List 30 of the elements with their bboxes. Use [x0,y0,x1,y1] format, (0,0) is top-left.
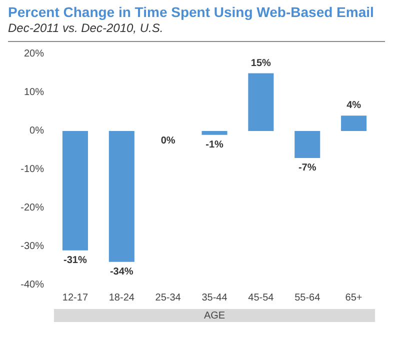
data-label: -1% [206,139,224,150]
bar [62,131,88,250]
data-label: -34% [110,266,134,278]
bar [341,116,367,131]
x-tick-label: 65+ [345,292,362,304]
x-tick-label: 45-54 [248,292,274,304]
y-tick-label: -10% [20,164,44,175]
bar [202,131,228,135]
data-label: 4% [346,100,362,112]
bar [248,73,274,131]
data-label: 15% [250,58,272,69]
data-label: 0% [160,136,176,146]
y-tick-label: -40% [20,280,44,290]
y-tick-label: 0% [30,126,44,136]
chart-subtitle: Dec-2011 vs. Dec-2010, U.S. [8,21,164,35]
data-label: -7% [298,162,316,174]
x-tick-label: 25-34 [155,292,182,304]
y-tick-label: -30% [20,241,44,252]
x-tick-label: 18-24 [108,292,135,304]
y-tick-label: -20% [20,202,44,214]
x-tick-label: 35-44 [202,292,228,304]
bar [294,131,320,158]
x-axis-title: AGE [204,310,226,322]
y-tick-label: 20% [24,48,44,60]
x-tick-label: 55-64 [294,292,321,304]
y-tick-label: 10% [24,87,44,98]
bar [108,131,134,262]
x-tick-label: 12-17 [62,292,88,304]
data-label: -31% [64,254,87,266]
chart-title: Percent Change in Time Spent Using Web-Based Email [8,4,375,20]
